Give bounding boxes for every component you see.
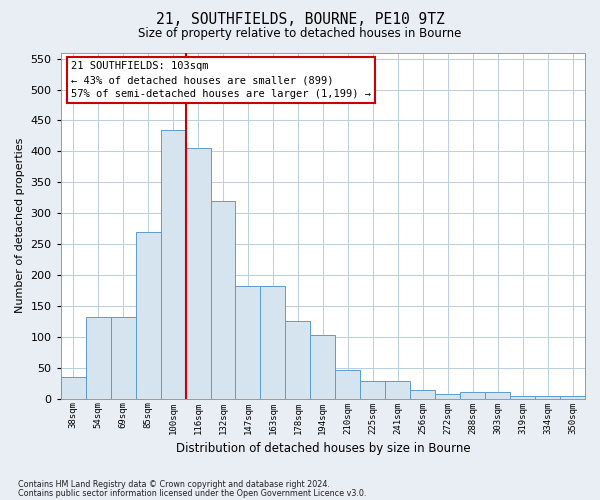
Y-axis label: Number of detached properties: Number of detached properties [15,138,25,314]
Bar [410,390,435,398]
Text: 21 SOUTHFIELDS: 103sqm
← 43% of detached houses are smaller (899)
57% of semi-de: 21 SOUTHFIELDS: 103sqm ← 43% of detached… [71,61,371,99]
Bar [286,322,310,398]
Bar [310,335,335,398]
Bar [211,201,235,398]
Bar [435,394,460,398]
Bar [185,148,211,398]
Bar [535,396,560,398]
Bar [460,392,485,398]
Text: Contains HM Land Registry data © Crown copyright and database right 2024.: Contains HM Land Registry data © Crown c… [18,480,330,489]
Bar [335,370,361,398]
Bar [260,286,286,399]
Text: Contains public sector information licensed under the Open Government Licence v3: Contains public sector information licen… [18,489,367,498]
Bar [86,317,110,398]
Bar [161,130,185,398]
Bar [361,382,385,398]
Bar [136,232,161,398]
Bar [560,396,585,398]
Bar [385,382,410,398]
Bar [235,286,260,399]
Text: 21, SOUTHFIELDS, BOURNE, PE10 9TZ: 21, SOUTHFIELDS, BOURNE, PE10 9TZ [155,12,445,28]
Bar [61,377,86,398]
Bar [510,396,535,398]
X-axis label: Distribution of detached houses by size in Bourne: Distribution of detached houses by size … [176,442,470,455]
Text: Size of property relative to detached houses in Bourne: Size of property relative to detached ho… [139,28,461,40]
Bar [110,317,136,398]
Bar [485,392,510,398]
